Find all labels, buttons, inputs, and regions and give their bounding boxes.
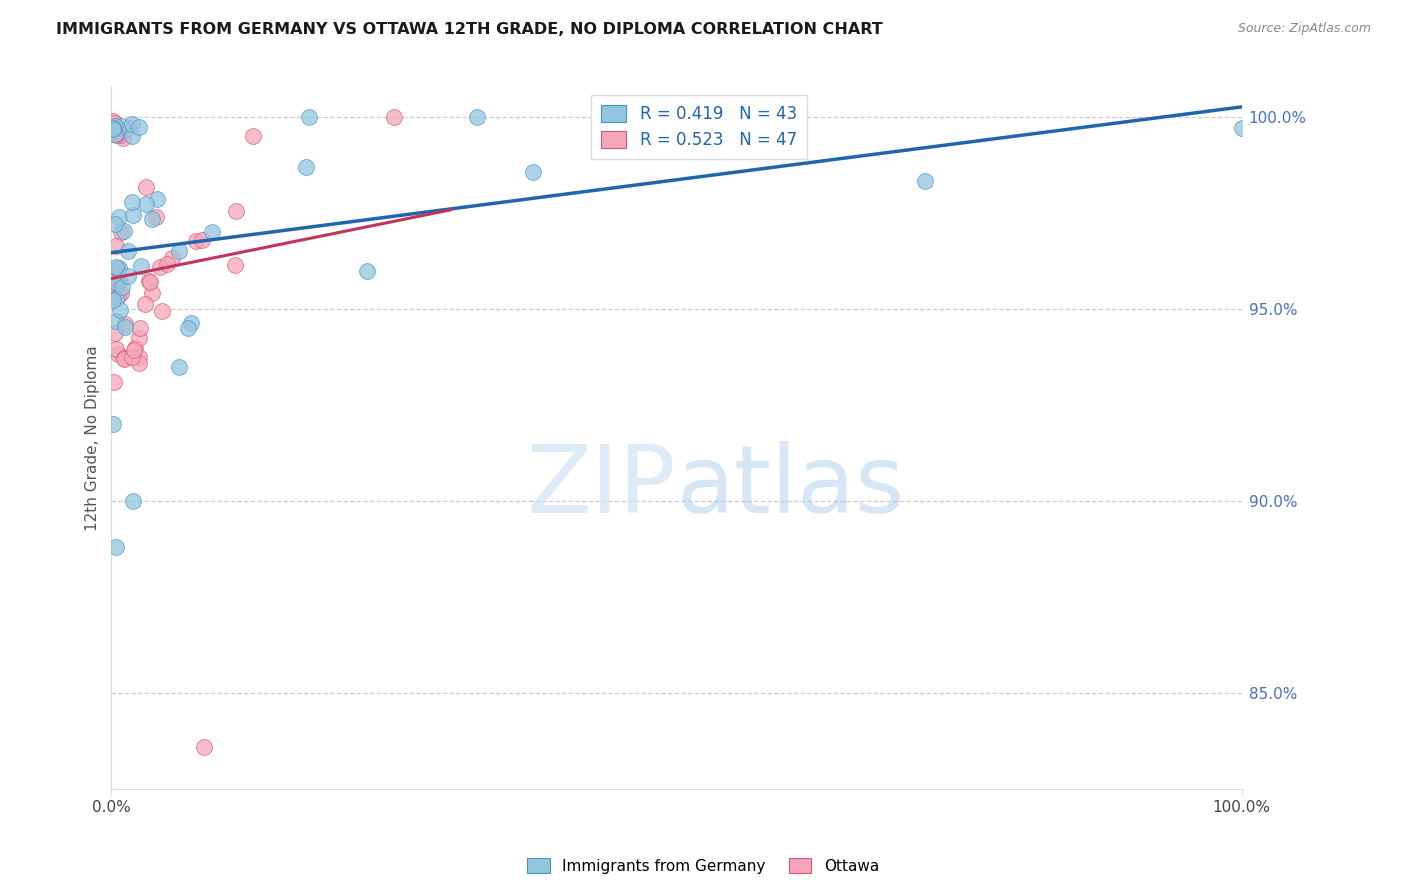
Point — [104, 128, 127, 143]
Point — [104, 540, 127, 554]
Point — [104, 292, 127, 306]
Point — [110, 285, 132, 300]
Point — [121, 128, 143, 143]
Legend: R = 0.419   N = 43, R = 0.523   N = 47: R = 0.419 N = 43, R = 0.523 N = 47 — [592, 95, 807, 160]
Point — [128, 350, 150, 364]
Point — [124, 342, 146, 356]
Point — [101, 417, 124, 432]
Point — [297, 110, 319, 124]
Point — [101, 264, 124, 278]
Point — [108, 303, 131, 318]
Point — [224, 258, 246, 272]
Point — [294, 160, 316, 174]
Point — [112, 131, 135, 145]
Text: IMMIGRANTS FROM GERMANY VS OTTAWA 12TH GRADE, NO DIPLOMA CORRELATION CHART: IMMIGRANTS FROM GERMANY VS OTTAWA 12TH G… — [56, 22, 883, 37]
Point — [110, 225, 132, 239]
Point — [121, 117, 143, 131]
Point — [111, 120, 134, 134]
Point — [101, 114, 124, 128]
Point — [465, 110, 488, 124]
Point — [104, 127, 127, 141]
Point — [103, 116, 125, 130]
Point — [128, 331, 150, 345]
Text: Source: ZipAtlas.com: Source: ZipAtlas.com — [1237, 22, 1371, 36]
Point — [112, 351, 135, 366]
Point — [121, 351, 143, 365]
Point — [104, 217, 127, 231]
Point — [111, 279, 134, 293]
Point — [104, 119, 127, 133]
Text: atlas: atlas — [676, 441, 905, 533]
Point — [201, 225, 224, 239]
Point — [117, 269, 139, 284]
Point — [129, 259, 152, 273]
Point — [169, 244, 191, 259]
Point — [382, 110, 405, 124]
Point — [129, 320, 152, 334]
Point — [122, 343, 145, 358]
Point — [121, 494, 143, 508]
Point — [112, 224, 135, 238]
Point — [134, 296, 156, 310]
Point — [121, 195, 143, 210]
Point — [103, 375, 125, 389]
Point — [167, 359, 190, 374]
Point — [139, 276, 162, 290]
Text: ZIP: ZIP — [527, 441, 676, 533]
Point — [128, 120, 150, 135]
Point — [105, 126, 128, 140]
Point — [104, 326, 127, 340]
Point — [176, 321, 198, 335]
Point — [914, 174, 936, 188]
Point — [156, 256, 179, 270]
Point — [114, 318, 136, 332]
Point — [101, 122, 124, 136]
Point — [522, 165, 544, 179]
Point — [180, 316, 202, 330]
Point — [117, 121, 139, 136]
Point — [128, 356, 150, 370]
Point — [107, 289, 129, 303]
Point — [112, 351, 135, 366]
Point — [104, 239, 127, 253]
Point — [242, 129, 264, 144]
Point — [101, 120, 124, 135]
Point — [138, 274, 160, 288]
Point — [121, 208, 143, 222]
Point — [117, 244, 139, 258]
Point — [104, 314, 127, 328]
Y-axis label: 12th Grade, No Diploma: 12th Grade, No Diploma — [86, 345, 100, 531]
Point — [105, 260, 128, 274]
Point — [186, 234, 208, 248]
Point — [107, 262, 129, 277]
Legend: Immigrants from Germany, Ottawa: Immigrants from Germany, Ottawa — [522, 852, 884, 880]
Point — [356, 264, 378, 278]
Point — [114, 320, 136, 334]
Point — [145, 210, 167, 224]
Point — [135, 197, 157, 211]
Point — [105, 277, 128, 291]
Point — [1230, 120, 1253, 135]
Point — [104, 342, 127, 356]
Point — [108, 273, 131, 287]
Point — [149, 260, 172, 275]
Point — [152, 303, 174, 318]
Point — [103, 279, 125, 293]
Point — [193, 739, 215, 754]
Point — [135, 180, 157, 194]
Point — [160, 252, 183, 266]
Point — [146, 192, 169, 206]
Point — [107, 347, 129, 361]
Point — [190, 233, 212, 247]
Point — [110, 128, 132, 142]
Point — [105, 126, 128, 140]
Point — [101, 293, 124, 308]
Point — [141, 211, 163, 226]
Point — [141, 286, 163, 301]
Point — [108, 260, 131, 275]
Point — [108, 211, 131, 225]
Point — [225, 204, 247, 219]
